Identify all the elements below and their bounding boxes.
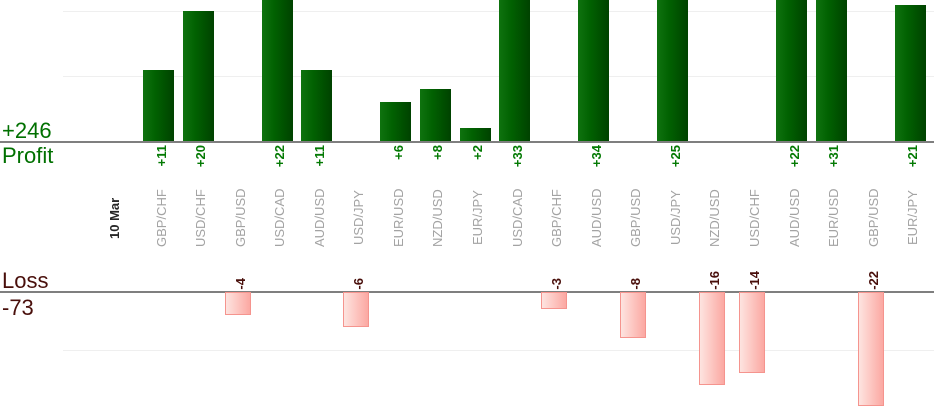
value-label-+33: +33 (509, 145, 525, 168)
value-label-+20: +20 (193, 145, 209, 168)
category-label-aud-usd: AUD/USD (786, 188, 802, 248)
value-label-+22: +22 (786, 145, 802, 168)
loss-bar-gbp-usd (857, 292, 884, 406)
loss-gridline--10 (63, 350, 934, 351)
loss-bar-nzd-usd (699, 292, 726, 385)
profit-total-label: +246 (2, 118, 52, 143)
value-label-+6: +6 (390, 145, 406, 160)
loss-axis-line (0, 291, 934, 293)
category-label-eur-jpy: EUR/JPY (470, 190, 486, 246)
loss-bar-usd-jpy (343, 292, 370, 327)
profit-bar-usd-cad (499, 0, 531, 141)
profit-gridline-10 (63, 76, 934, 77)
value-label-+31: +31 (826, 145, 842, 168)
value-label--8: -8 (628, 278, 644, 290)
value-label--6: -6 (351, 278, 367, 290)
profit-bar-eur-jpy (894, 4, 926, 141)
category-label-usd-chf: USD/CHF (747, 189, 763, 247)
date-label: 10 Mar (107, 197, 122, 239)
loss-bar-usd-chf (739, 292, 766, 374)
category-label-eur-jpy: EUR/JPY (905, 190, 921, 246)
category-label-aud-usd: AUD/USD (311, 188, 327, 248)
category-label-usd-chf: USD/CHF (193, 189, 209, 247)
profit-bar-nzd-usd (419, 89, 451, 141)
loss-bar-gbp-usd (620, 292, 647, 339)
category-label-gbp-usd: GBP/USD (628, 188, 644, 248)
category-label-gbp-chf: GBP/CHF (153, 189, 169, 247)
loss-axis-label: Loss (2, 268, 49, 293)
profit-gridline-20 (63, 11, 934, 12)
profit-bar-gbp-chf (143, 69, 174, 141)
category-label-gbp-usd: GBP/USD (865, 188, 881, 248)
value-label-+22: +22 (272, 145, 288, 168)
value-label--16: -16 (707, 271, 723, 290)
value-label-+2: +2 (470, 145, 486, 160)
value-label--4: -4 (232, 278, 248, 290)
value-label--22: -22 (865, 271, 881, 290)
value-label-+34: +34 (588, 145, 604, 168)
profit-bar-usd-jpy (657, 0, 689, 141)
category-label-gbp-usd: GBP/USD (232, 188, 248, 248)
category-label-nzd-usd: NZD/USD (430, 189, 446, 247)
profit-bar-aud-usd (776, 0, 808, 141)
category-label-usd-jpy: USD/JPY (351, 190, 367, 246)
value-label-+25: +25 (667, 145, 683, 168)
profit-bar-eur-jpy (459, 128, 491, 141)
profit-bar-aud-usd (301, 69, 333, 141)
profit-bar-usd-cad (261, 0, 293, 141)
category-label-nzd-usd: NZD/USD (707, 189, 723, 247)
profit-axis-label: Profit (2, 143, 54, 168)
category-label-eur-usd: EUR/USD (826, 188, 842, 248)
profit-bar-eur-usd (380, 102, 412, 141)
loss-bar-gbp-usd (224, 292, 251, 316)
profit-bar-eur-usd (815, 0, 847, 141)
profit-bar-usd-chf (182, 11, 214, 141)
category-label-eur-usd: EUR/USD (390, 188, 406, 248)
value-label--14: -14 (747, 271, 763, 290)
category-label-usd-cad: USD/CAD (509, 188, 525, 248)
value-label--3: -3 (549, 278, 565, 290)
loss-bar-gbp-chf (541, 292, 568, 310)
value-label-+21: +21 (905, 145, 921, 168)
loss-total-label: -73 (2, 295, 34, 320)
value-label-+8: +8 (430, 145, 446, 160)
profit-axis-line (0, 141, 934, 143)
category-label-gbp-chf: GBP/CHF (549, 189, 565, 247)
value-label-+11: +11 (311, 145, 327, 167)
value-label-+11: +11 (153, 145, 169, 167)
category-label-aud-usd: AUD/USD (588, 188, 604, 248)
category-label-usd-cad: USD/CAD (272, 188, 288, 248)
category-label-usd-jpy: USD/JPY (667, 190, 683, 246)
profit-bar-aud-usd (578, 0, 610, 141)
